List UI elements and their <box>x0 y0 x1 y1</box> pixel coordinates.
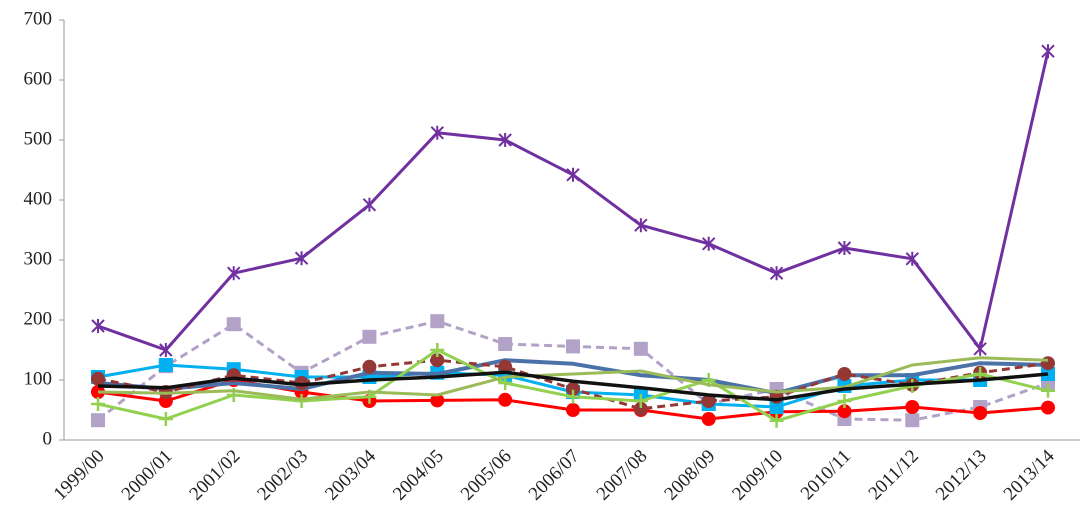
marker <box>905 400 920 414</box>
x-tick-label: 2012/13 <box>932 446 991 505</box>
marker <box>91 319 105 333</box>
x-tick-label: 2003/04 <box>321 445 380 504</box>
marker <box>566 403 580 417</box>
marker <box>362 329 377 344</box>
x-tick-label: 2004/05 <box>389 446 448 505</box>
marker <box>634 218 648 233</box>
marker <box>566 339 580 354</box>
y-tick-label: 700 <box>24 8 53 29</box>
marker <box>362 197 377 212</box>
y-tick-label: 100 <box>24 368 53 389</box>
x-tick-label: 2013/14 <box>1000 445 1059 504</box>
marker <box>430 125 444 140</box>
x-tick-label: 2009/10 <box>728 446 787 505</box>
y-tick-label: 0 <box>43 428 53 449</box>
marker <box>905 413 920 428</box>
marker <box>1041 356 1055 371</box>
marker <box>294 394 309 408</box>
x-tick-label: 2005/06 <box>457 446 516 505</box>
marker <box>905 251 919 266</box>
marker <box>973 341 987 356</box>
marker <box>91 371 105 386</box>
marker <box>498 337 513 351</box>
marker <box>91 397 105 411</box>
marker <box>973 406 988 420</box>
series-line <box>97 50 1050 352</box>
marker <box>701 394 716 408</box>
marker <box>633 401 648 416</box>
x-tick-label: 1999/00 <box>50 446 109 505</box>
marker <box>430 343 445 357</box>
marker <box>430 393 445 408</box>
marker <box>566 389 580 404</box>
x-tick-label: 2007/08 <box>593 446 652 505</box>
marker <box>633 341 648 356</box>
marker <box>430 314 445 329</box>
marker <box>702 236 716 251</box>
marker <box>498 359 513 374</box>
marker <box>1041 44 1055 59</box>
marker <box>362 359 377 374</box>
marker <box>498 133 512 147</box>
marker <box>769 400 784 414</box>
marker <box>1041 400 1055 415</box>
marker <box>837 404 852 419</box>
marker <box>769 266 784 281</box>
series-line <box>97 370 1049 402</box>
marker <box>91 413 105 428</box>
marker <box>159 343 173 357</box>
y-tick-label: 400 <box>24 188 53 209</box>
x-tick-label: 2001/02 <box>185 446 244 505</box>
marker <box>158 412 173 426</box>
marker <box>226 317 241 332</box>
x-tick-label: 2006/07 <box>525 446 584 505</box>
marker <box>837 367 852 381</box>
marker <box>566 167 580 182</box>
marker <box>158 358 173 372</box>
y-tick-label: 500 <box>24 128 53 149</box>
series-line <box>97 358 1049 396</box>
marker <box>498 392 513 407</box>
marker <box>769 413 784 428</box>
x-tick-label: 2002/03 <box>253 446 312 505</box>
x-tick-label: 2011/12 <box>865 446 923 504</box>
y-tick-label: 600 <box>24 68 53 89</box>
marker <box>633 394 648 408</box>
series-line <box>97 356 1049 401</box>
x-tick-label: 2008/09 <box>660 446 719 505</box>
y-tick-label: 300 <box>24 248 53 269</box>
marker <box>294 376 309 390</box>
marker <box>566 382 580 396</box>
y-tick-label: 200 <box>24 308 53 329</box>
marker <box>1041 383 1055 398</box>
x-tick-label: 2010/11 <box>797 446 855 504</box>
marker <box>837 394 852 408</box>
marker <box>430 353 445 368</box>
marker <box>837 241 852 255</box>
marker <box>227 266 241 281</box>
x-tick-label: 2000/01 <box>118 446 177 505</box>
marker <box>294 251 309 266</box>
marker <box>701 412 716 426</box>
